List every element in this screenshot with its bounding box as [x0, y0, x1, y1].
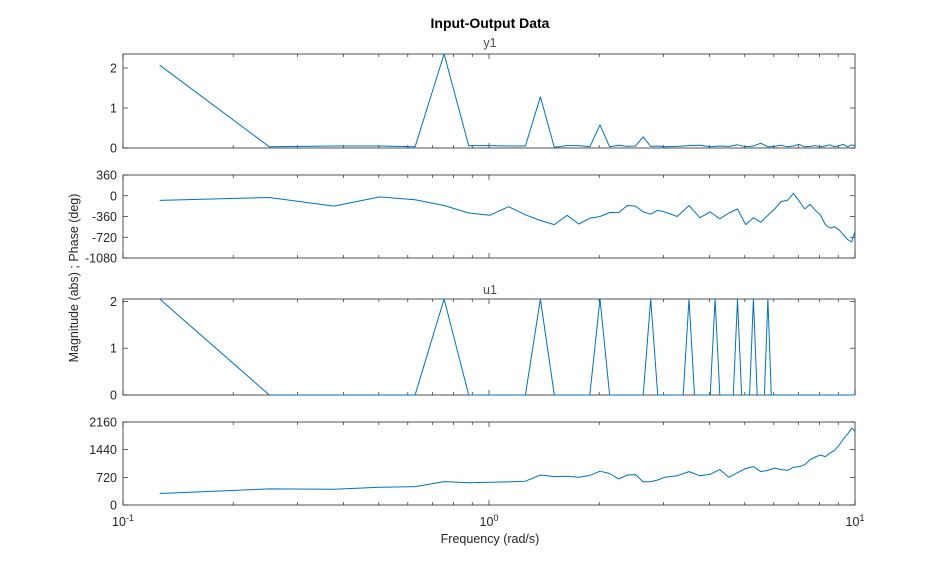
y-tick-label: 1440 — [89, 443, 117, 457]
y-tick-label: -720 — [92, 231, 117, 245]
y-tick-label: 1 — [110, 342, 117, 356]
y-tick-label: 2 — [110, 295, 117, 309]
y-tick-label: 0 — [110, 499, 117, 513]
y-tick-label: 0 — [110, 189, 117, 203]
panel-u1-phase: 0 720 1440 2160 — [89, 416, 855, 513]
axes-box — [123, 422, 855, 505]
y-tick-label: 1 — [110, 102, 117, 116]
axes-box — [123, 299, 855, 395]
y-tick-label: 720 — [96, 471, 117, 485]
y-tick-label: 2160 — [89, 416, 117, 430]
y-tick-label: -360 — [92, 210, 117, 224]
y-tick-label: -1080 — [85, 252, 117, 266]
panel-u1-magnitude: 0 1 2 — [110, 295, 855, 403]
figure-title: Input-Output Data — [431, 15, 550, 31]
panel-y1-phase: 360 0 -360 -720 -1080 — [85, 169, 855, 266]
axes-box — [123, 54, 855, 148]
panel-title-y1: y1 — [483, 36, 496, 50]
y-tick-label: 2 — [110, 62, 117, 76]
y-axis-label: Magnitude (abs) ; Phase (deg) — [67, 194, 81, 363]
y-tick-label: 0 — [110, 142, 117, 156]
panel-title-u1: u1 — [483, 283, 497, 297]
panel-y1-magnitude: 0 1 2 — [110, 54, 855, 156]
y-tick-label: 0 — [110, 389, 117, 403]
y-tick-label: 360 — [96, 169, 117, 183]
axes-box — [123, 175, 855, 258]
x-axis-label: Frequency (rad/s) — [441, 532, 540, 546]
